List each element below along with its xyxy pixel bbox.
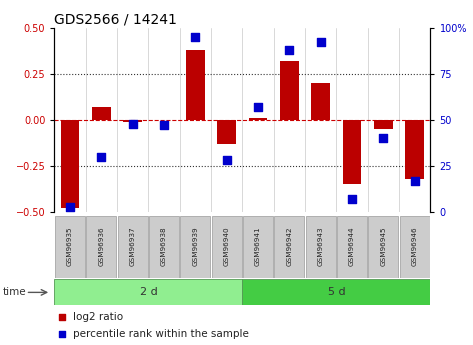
Point: [223, 158, 230, 163]
Text: percentile rank within the sample: percentile rank within the sample: [73, 329, 249, 339]
Bar: [274, 216, 305, 278]
Bar: [92, 107, 111, 120]
Bar: [54, 279, 243, 305]
Bar: [342, 120, 361, 185]
Bar: [61, 120, 79, 208]
Bar: [186, 50, 205, 120]
Point: [97, 154, 105, 159]
Text: 5 d: 5 d: [328, 287, 345, 297]
Bar: [306, 216, 336, 278]
Point: [348, 197, 356, 202]
Point: [160, 123, 168, 128]
Bar: [243, 216, 273, 278]
Bar: [400, 216, 430, 278]
Bar: [280, 61, 299, 120]
Point: [192, 34, 199, 40]
Point: [58, 314, 66, 319]
Text: GSM96938: GSM96938: [161, 226, 167, 266]
Bar: [149, 216, 179, 278]
Text: GSM96944: GSM96944: [349, 226, 355, 266]
Bar: [212, 216, 242, 278]
Text: GSM96943: GSM96943: [318, 226, 324, 266]
Bar: [87, 216, 116, 278]
Bar: [180, 216, 210, 278]
Bar: [243, 279, 430, 305]
Text: GSM96937: GSM96937: [130, 226, 136, 266]
Bar: [218, 120, 236, 144]
Point: [254, 104, 262, 110]
Text: GSM96941: GSM96941: [255, 226, 261, 266]
Text: GSM96945: GSM96945: [380, 226, 386, 266]
Text: time: time: [2, 287, 26, 297]
Bar: [249, 118, 268, 120]
Point: [129, 121, 137, 126]
Point: [317, 40, 324, 45]
Text: GSM96946: GSM96946: [412, 226, 418, 266]
Text: GDS2566 / 14241: GDS2566 / 14241: [54, 12, 177, 27]
Text: GSM96940: GSM96940: [224, 226, 230, 266]
Point: [286, 47, 293, 52]
Bar: [311, 83, 330, 120]
Bar: [405, 120, 424, 179]
Point: [380, 136, 387, 141]
Bar: [374, 120, 393, 129]
Text: GSM96942: GSM96942: [287, 226, 292, 266]
Point: [411, 178, 419, 184]
Text: 2 d: 2 d: [140, 287, 158, 297]
Bar: [118, 216, 148, 278]
Point: [66, 204, 74, 209]
Text: GSM96939: GSM96939: [193, 226, 198, 266]
Text: log2 ratio: log2 ratio: [73, 312, 123, 322]
Bar: [368, 216, 398, 278]
Text: GSM96935: GSM96935: [67, 226, 73, 266]
Text: GSM96936: GSM96936: [98, 226, 105, 266]
Bar: [337, 216, 367, 278]
Point: [58, 331, 66, 337]
Bar: [123, 120, 142, 122]
Bar: [55, 216, 85, 278]
